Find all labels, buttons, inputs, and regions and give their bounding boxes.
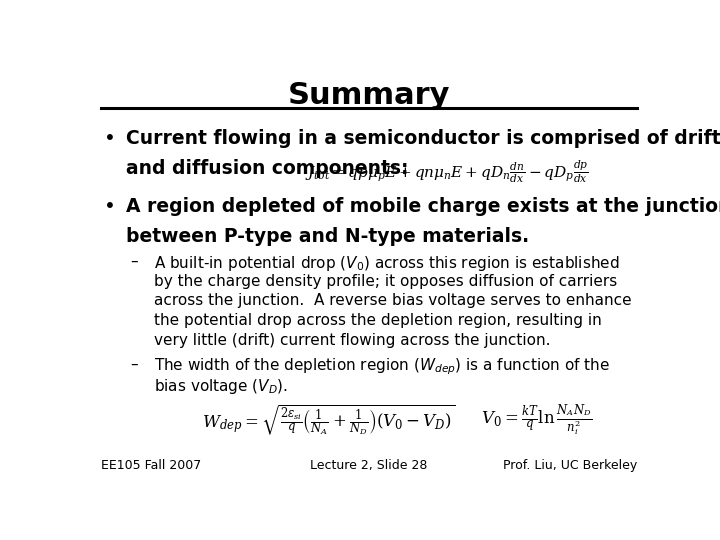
Text: the potential drop across the depletion region, resulting in: the potential drop across the depletion …: [154, 313, 602, 328]
Text: –: –: [130, 357, 138, 372]
Text: very little (drift) current flowing across the junction.: very little (drift) current flowing acro…: [154, 333, 551, 348]
Text: –: –: [130, 254, 138, 268]
Text: between P-type and N-type materials.: between P-type and N-type materials.: [126, 227, 529, 246]
Text: The width of the depletion region ($W_{dep}$) is a function of the: The width of the depletion region ($W_{d…: [154, 357, 610, 377]
Text: EE105 Fall 2007: EE105 Fall 2007: [101, 460, 202, 472]
Text: $J_{tot} = qp\mu_p E + qn\mu_n E + qD_n \frac{dn}{dx} - qD_p \frac{dp}{dx}$: $J_{tot} = qp\mu_p E + qn\mu_n E + qD_n …: [305, 158, 589, 185]
Text: $V_0 = \frac{kT}{q}\ln\frac{N_A N_D}{n_i^2}$: $V_0 = \frac{kT}{q}\ln\frac{N_A N_D}{n_i…: [481, 403, 592, 438]
Text: •: •: [104, 129, 116, 149]
Text: Lecture 2, Slide 28: Lecture 2, Slide 28: [310, 460, 428, 472]
Text: Current flowing in a semiconductor is comprised of drift: Current flowing in a semiconductor is co…: [126, 129, 720, 149]
Text: Prof. Liu, UC Berkeley: Prof. Liu, UC Berkeley: [503, 460, 637, 472]
Text: Summary: Summary: [288, 80, 450, 110]
Text: •: •: [104, 197, 116, 215]
Text: by the charge density profile; it opposes diffusion of carriers: by the charge density profile; it oppose…: [154, 274, 618, 288]
Text: bias voltage ($V_D$).: bias voltage ($V_D$).: [154, 377, 288, 396]
Text: $W_{dep} = \sqrt{\frac{2\varepsilon_{si}}{q}\left(\frac{1}{N_A}+\frac{1}{N_D}\ri: $W_{dep} = \sqrt{\frac{2\varepsilon_{si}…: [202, 403, 454, 437]
Text: A built-in potential drop ($V_0$) across this region is established: A built-in potential drop ($V_0$) across…: [154, 254, 620, 273]
Text: across the junction.  A reverse bias voltage serves to enhance: across the junction. A reverse bias volt…: [154, 293, 631, 308]
Text: and diffusion components:: and diffusion components:: [126, 159, 409, 178]
Text: A region depleted of mobile charge exists at the junction: A region depleted of mobile charge exist…: [126, 197, 720, 215]
